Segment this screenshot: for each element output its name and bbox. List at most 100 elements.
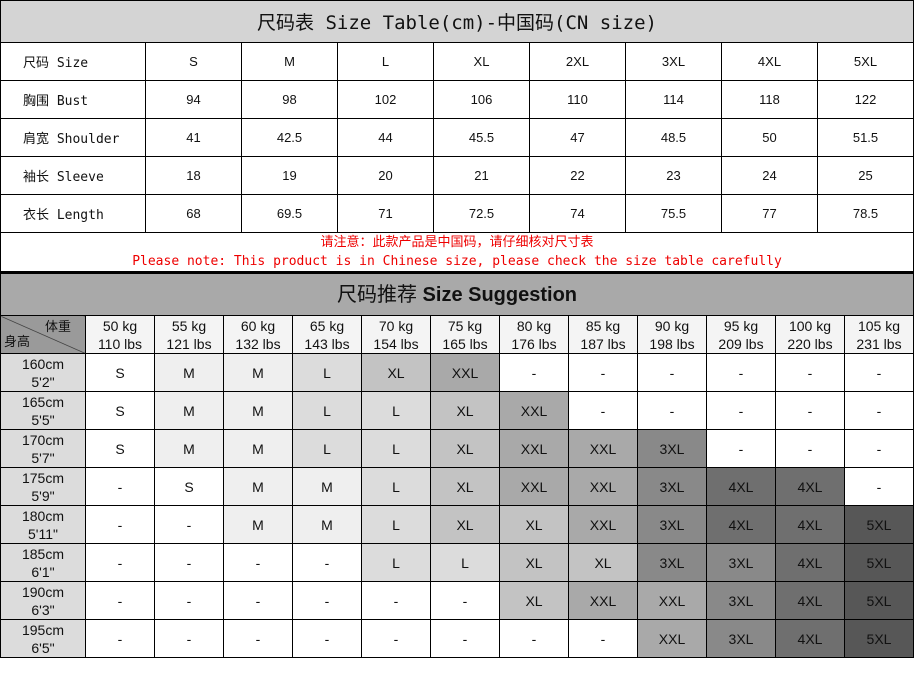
size-cell: 45.5	[433, 118, 530, 157]
height-ft: 6'3"	[31, 601, 55, 618]
height-row: 195cm 6'5" - - - - - - - - XXL 3XL 4XL 5XL	[0, 619, 914, 658]
suggested-size-cell: -	[223, 543, 293, 582]
weight-header: 80 kg 176 lbs	[499, 315, 569, 354]
suggested-size-cell: M	[223, 391, 293, 430]
suggested-size-cell: -	[568, 353, 638, 392]
suggested-size-cell: XL	[568, 543, 638, 582]
suggested-size-cell: XXL	[568, 581, 638, 620]
size-table-title: 尺码表 Size Table(cm)-中国码(CN size)	[0, 0, 914, 43]
weight-kg: 55 kg	[171, 317, 207, 334]
size-cell: 102	[337, 80, 434, 119]
weight-lbs: 209 lbs	[718, 335, 764, 352]
suggested-size-cell: -	[361, 619, 431, 658]
row-label: 肩宽 Shoulder	[0, 118, 146, 157]
suggested-size-cell: -	[637, 353, 707, 392]
weight-header: 50 kg 110 lbs	[85, 315, 155, 354]
weight-kg: 100 kg	[788, 317, 832, 334]
suggested-size-cell: 4XL	[775, 581, 845, 620]
size-cell: 23	[625, 156, 722, 195]
height-ft: 5'7"	[31, 449, 55, 466]
height-row: 180cm 5'11" - - M M L XL XL XXL 3XL 4XL 4XL 5XL	[0, 505, 914, 544]
suggested-size-cell: -	[844, 353, 914, 392]
suggested-size-cell: L	[361, 505, 431, 544]
height-ft: 5'11"	[28, 525, 58, 542]
size-cell: 41	[145, 118, 242, 157]
size-suggestion-title: 尺码推荐 Size Suggestion	[0, 273, 914, 316]
suggested-size-cell: XL	[361, 353, 431, 392]
suggested-size-cell: XL	[499, 543, 569, 582]
height-ft: 6'5"	[31, 639, 55, 656]
note-english: Please note: This product is in Chinese …	[132, 254, 782, 269]
suggested-size-cell: L	[361, 391, 431, 430]
weight-header: 100 kg 220 lbs	[775, 315, 845, 354]
size-cell: 94	[145, 80, 242, 119]
row-label: 胸围 Bust	[0, 80, 146, 119]
size-cell: 25	[817, 156, 914, 195]
suggested-size-cell: -	[154, 581, 224, 620]
suggested-size-cell: 3XL	[706, 581, 776, 620]
suggested-size-cell: -	[154, 619, 224, 658]
suggested-size-cell: -	[292, 581, 362, 620]
suggested-size-cell: -	[706, 391, 776, 430]
height-header: 190cm 6'3"	[0, 581, 86, 620]
title-en: Size Suggestion	[422, 284, 578, 306]
size-row: 肩宽 Shoulder 41 42.5 44 45.5 47 48.5 50 51.5	[0, 118, 914, 157]
suggested-size-cell: M	[154, 429, 224, 468]
size-cell: 2XL	[529, 42, 626, 81]
suggested-size-cell: 3XL	[637, 467, 707, 506]
suggested-size-cell: -	[361, 581, 431, 620]
suggested-size-cell: 4XL	[775, 619, 845, 658]
suggested-size-cell: XL	[430, 505, 500, 544]
suggested-size-cell: -	[568, 619, 638, 658]
row-label: 袖长 Sleeve	[0, 156, 146, 195]
size-row: 袖长 Sleeve 18 19 20 21 22 23 24 25	[0, 156, 914, 195]
height-header: 175cm 5'9"	[0, 467, 86, 506]
weight-lbs: 132 lbs	[235, 335, 281, 352]
weight-lbs: 121 lbs	[166, 335, 212, 352]
size-row: 尺码 Size S M L XL 2XL 3XL 4XL 5XL	[0, 42, 914, 81]
height-row: 160cm 5'2" S M M L XL XXL - - - - - -	[0, 353, 914, 392]
size-cell: 24	[721, 156, 818, 195]
size-cell: L	[337, 42, 434, 81]
weight-lbs: 187 lbs	[580, 335, 626, 352]
size-cell: 44	[337, 118, 434, 157]
size-cell: 21	[433, 156, 530, 195]
size-row: 衣长 Length 68 69.5 71 72.5 74 75.5 77 78.5	[0, 194, 914, 233]
weight-label: 体重	[44, 319, 71, 334]
suggested-size-cell: -	[844, 429, 914, 468]
suggested-size-cell: -	[292, 543, 362, 582]
size-cell: 4XL	[721, 42, 818, 81]
height-cm: 195cm	[21, 621, 65, 638]
suggested-size-cell: L	[361, 543, 431, 582]
height-cm: 175cm	[21, 469, 65, 486]
suggested-size-cell: XXL	[499, 391, 569, 430]
suggested-size-cell: M	[154, 353, 224, 392]
suggested-size-cell: XL	[430, 467, 500, 506]
suggested-size-cell: -	[85, 581, 155, 620]
height-cm: 180cm	[21, 507, 65, 524]
size-cell: XL	[433, 42, 530, 81]
weight-kg: 85 kg	[585, 317, 621, 334]
suggested-size-cell: 4XL	[706, 505, 776, 544]
weight-lbs: 220 lbs	[787, 335, 833, 352]
size-cell: 5XL	[817, 42, 914, 81]
suggested-size-cell: 4XL	[706, 467, 776, 506]
height-header: 185cm 6'1"	[0, 543, 86, 582]
suggested-size-cell: -	[568, 391, 638, 430]
size-cell: 110	[529, 80, 626, 119]
suggested-size-cell: -	[706, 429, 776, 468]
suggested-size-cell: M	[292, 505, 362, 544]
height-ft: 5'5"	[31, 411, 55, 428]
suggested-size-cell: -	[85, 505, 155, 544]
weight-lbs: 231 lbs	[856, 335, 902, 352]
size-cell: 47	[529, 118, 626, 157]
weight-lbs: 143 lbs	[304, 335, 350, 352]
weight-kg: 60 kg	[240, 317, 276, 334]
suggested-size-cell: M	[292, 467, 362, 506]
size-cell: 118	[721, 80, 818, 119]
suggested-size-cell: -	[223, 581, 293, 620]
suggested-size-cell: -	[85, 467, 155, 506]
suggested-size-cell: M	[223, 505, 293, 544]
suggested-size-cell: 4XL	[775, 467, 845, 506]
weight-kg: 50 kg	[102, 317, 138, 334]
